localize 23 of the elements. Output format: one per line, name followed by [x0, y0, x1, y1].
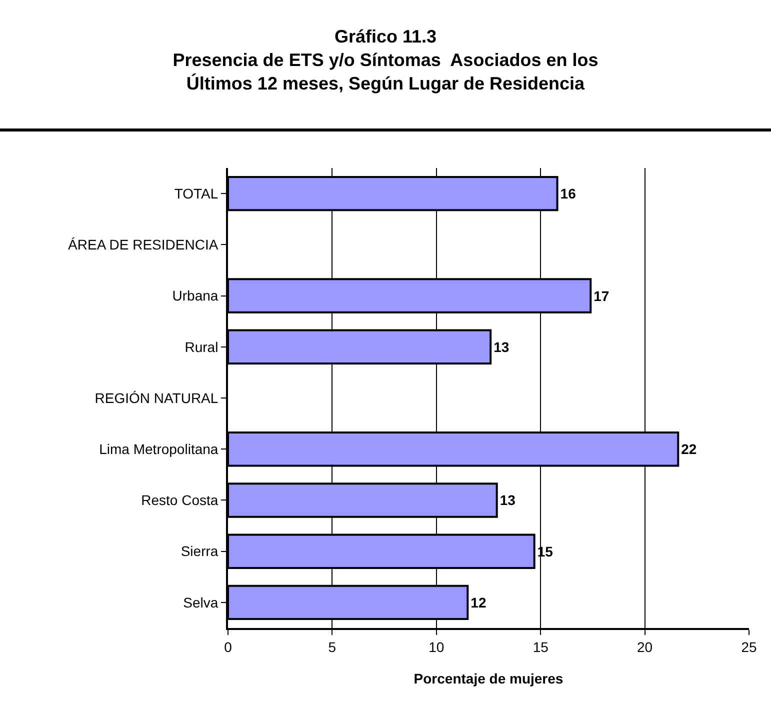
x-tick-label: 0 — [224, 638, 232, 655]
chart-title: Gráfico 11.3 Presencia de ETS y/o Síntomas Asociados en los Últimos 12 meses, Según Lugar de Residencia — [172, 26, 598, 94]
x-tick-label: 10 — [428, 638, 444, 655]
x-tick-label: 25 — [741, 638, 757, 655]
y-tick-label: Urbana — [172, 288, 218, 304]
y-tick-label: REGIÓN NATURAL — [94, 390, 218, 406]
data-label: 22 — [681, 441, 697, 458]
y-tick-label: Rural — [184, 338, 218, 355]
x-tick-label: 5 — [328, 638, 336, 655]
y-tick-label: Sierra — [180, 543, 218, 560]
y-tick-label: Lima Metropolitana — [99, 441, 218, 458]
x-axis-title: Porcentaje de mujeres — [414, 670, 564, 687]
y-tick-label: Selva — [183, 594, 218, 610]
y-tick-label: ÁREA DE RESIDENCIA — [68, 236, 219, 253]
data-label: 12 — [470, 594, 486, 610]
y-tick-label: TOTAL — [174, 185, 218, 202]
data-label: 16 — [560, 186, 576, 202]
data-label: 13 — [500, 492, 516, 508]
y-tick-label: Resto Costa — [141, 492, 218, 508]
x-tick-label: 20 — [637, 638, 653, 655]
data-label: 13 — [494, 338, 510, 355]
data-label: 17 — [594, 288, 610, 304]
x-tick-label: 15 — [532, 638, 549, 655]
